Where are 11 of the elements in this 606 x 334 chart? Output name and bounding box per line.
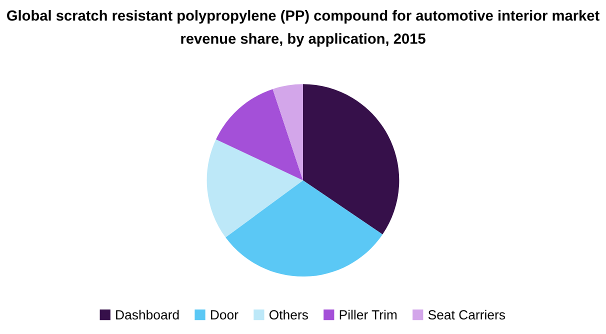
legend-label: Piller Trim [340, 310, 397, 320]
legend-label: Others [269, 310, 308, 320]
pie-slice [226, 180, 383, 277]
pie-slice [216, 89, 303, 180]
chart-title: Global scratch resistant polypropylene (PP) compound for automotive interior market revenue share, by application, 2015 [7, 10, 600, 47]
legend-label: Dashboard [116, 310, 179, 320]
legend-label: Door [210, 310, 238, 320]
pie-slice [303, 84, 400, 234]
legend-label: Seat Carriers [428, 310, 506, 320]
pie-slice [272, 84, 303, 180]
pie-slice [206, 139, 303, 238]
